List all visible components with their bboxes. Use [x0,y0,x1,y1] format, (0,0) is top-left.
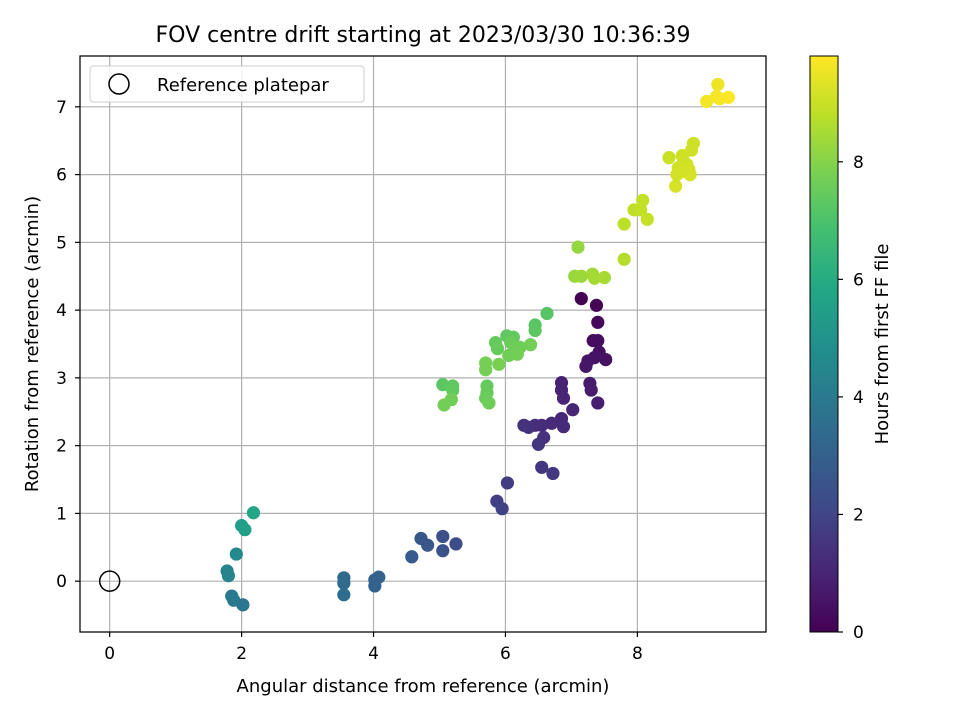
data-point [492,357,506,371]
axis-ticks: 0 2 4 6 8 0 1 2 3 4 5 6 7 [56,98,643,664]
colorbar: 0 2 4 6 8 Hours from first FF file [809,55,893,643]
plot-frame [79,55,767,633]
legend-marker-reference [108,73,130,95]
scatter-points [220,77,736,612]
colorbar-tick-label: 6 [853,270,864,290]
data-point [405,550,419,564]
y-tick-label: 3 [56,369,67,389]
reference-marker-layer [98,570,121,592]
data-point [683,167,697,182]
data-point [238,523,252,537]
data-point [599,352,613,367]
data-point [566,403,580,417]
colorbar-label: Hours from first FF file [872,244,893,445]
colorbar-gradient [809,55,839,633]
data-point [337,588,351,602]
x-tick-label: 6 [500,644,511,664]
data-point [436,544,450,558]
data-point [591,396,605,410]
y-tick-label: 0 [56,572,67,592]
legend-box [89,65,365,103]
grid [80,56,766,632]
data-point [368,579,382,593]
x-tick-label: 8 [632,644,643,664]
data-point [500,476,515,490]
x-tick-label: 2 [236,644,247,664]
data-point [510,347,524,361]
data-point [640,212,654,226]
data-point [556,420,571,434]
data-point [700,94,714,109]
data-point [523,338,538,352]
data-point [546,466,560,481]
data-point [495,502,509,516]
data-point [589,298,604,312]
data-point [721,90,736,104]
data-point [421,538,435,552]
data-point [221,569,236,583]
data-point [545,416,559,430]
data-point [617,252,631,266]
data-point [684,143,699,157]
chart-title: FOV centre drift starting at 2023/03/30 … [156,23,691,48]
data-point [437,398,451,412]
colorbar-tick-label: 2 [853,505,864,525]
data-point [225,589,239,603]
data-point [574,269,588,283]
x-tick-label: 4 [368,644,379,664]
data-point [535,460,549,474]
data-point [531,437,546,451]
data-point [556,391,571,405]
data-point [662,151,676,165]
data-point [490,342,505,356]
data-point [482,396,496,410]
colorbar-tick-label: 0 [853,623,864,643]
data-point [597,270,611,285]
data-point [584,383,598,397]
legend: Reference platepar [89,65,365,103]
y-axis-label: Rotation from reference (arcmin) [22,196,43,492]
colorbar-tick-label: 4 [853,388,864,408]
data-point [591,334,605,348]
y-tick-label: 6 [56,166,67,186]
x-tick-label: 0 [104,644,115,664]
y-tick-label: 5 [56,233,67,253]
data-point [579,359,593,373]
reference-platepar-marker [98,570,121,592]
data-point [711,77,725,92]
data-point [436,529,450,544]
y-tick-label: 1 [56,504,67,524]
colorbar-ticks: 0 2 4 6 8 [838,153,864,643]
y-tick-label: 4 [56,301,67,321]
data-point [617,217,631,231]
colorbar-tick-label: 8 [853,153,864,173]
data-point [669,179,683,193]
data-point [517,418,531,432]
data-point [571,240,585,254]
y-tick-label: 7 [56,98,67,118]
data-point [479,363,493,377]
data-point [449,537,463,551]
legend-entry-label: Reference platepar [157,75,329,96]
data-point [591,315,605,329]
data-point [246,506,261,520]
y-tick-label: 2 [56,437,67,457]
data-point [337,576,351,590]
data-point [436,378,450,392]
data-point [636,193,650,207]
x-axis-label: Angular distance from reference (arcmin) [237,676,610,697]
data-point [574,291,588,306]
data-point [587,271,602,285]
data-point [229,547,243,561]
data-point [540,306,554,321]
data-point [528,323,542,338]
